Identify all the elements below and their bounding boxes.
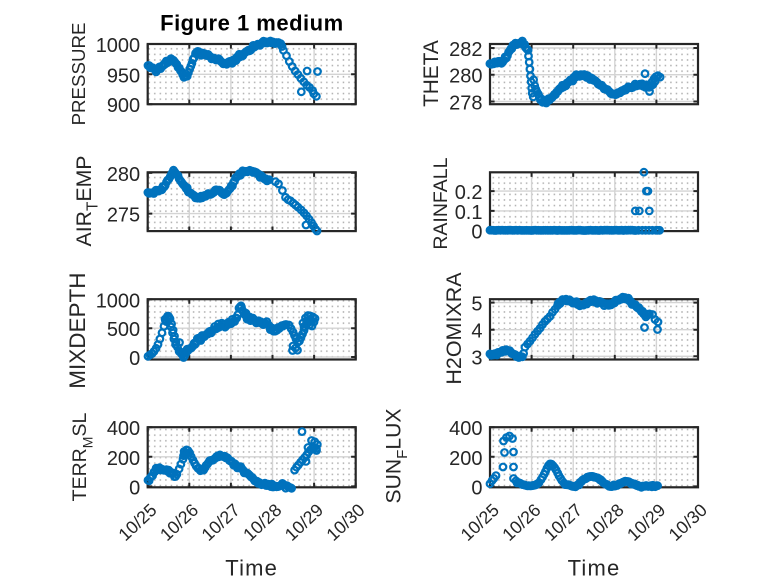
svg-text:0.2: 0.2 [455, 182, 483, 204]
svg-text:282: 282 [449, 39, 482, 61]
svg-text:Time: Time [568, 556, 621, 581]
svg-text:THETA: THETA [420, 40, 443, 107]
svg-text:PRESSURE: PRESSURE [68, 23, 89, 126]
svg-text:H2OMIXRA: H2OMIXRA [442, 272, 466, 385]
svg-text:500: 500 [107, 319, 140, 341]
svg-text:MIXDEPTH: MIXDEPTH [65, 272, 90, 388]
svg-text:4: 4 [471, 321, 482, 343]
svg-text:1000: 1000 [96, 35, 141, 57]
svg-text:280: 280 [107, 164, 140, 186]
svg-text:400: 400 [449, 418, 482, 440]
svg-text:275: 275 [107, 205, 140, 227]
svg-text:900: 900 [107, 95, 140, 117]
svg-text:5: 5 [471, 294, 482, 316]
svg-text:0: 0 [471, 222, 482, 244]
svg-text:Time: Time [225, 556, 278, 581]
svg-text:AIRT​EMP: AIRT​EMP [72, 155, 102, 246]
svg-text:RAINFALL: RAINFALL [430, 157, 452, 249]
svg-text:280: 280 [449, 66, 482, 88]
svg-text:200: 200 [449, 448, 482, 470]
svg-text:0.1: 0.1 [455, 202, 483, 224]
svg-text:3: 3 [471, 347, 482, 369]
svg-text:278: 278 [449, 93, 482, 115]
svg-text:TERRM​SL: TERRM​SL [69, 413, 96, 502]
svg-text:950: 950 [107, 65, 140, 87]
svg-text:400: 400 [107, 418, 140, 440]
svg-text:1000: 1000 [96, 290, 141, 312]
svg-text:SUNF​LUX: SUNF​LUX [383, 409, 412, 504]
svg-text:0: 0 [129, 348, 140, 370]
svg-text:0: 0 [129, 477, 140, 499]
svg-text:200: 200 [107, 448, 140, 470]
svg-text:Figure 1 medium: Figure 1 medium [160, 11, 344, 36]
svg-text:0: 0 [471, 477, 482, 499]
